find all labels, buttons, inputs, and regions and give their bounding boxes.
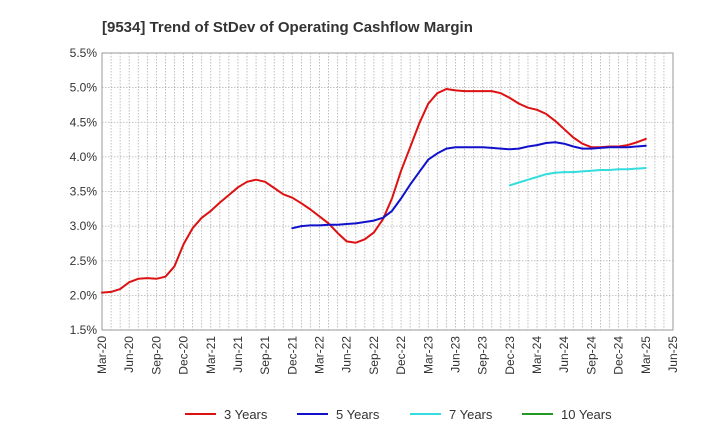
y-tick-label: 3.0% (70, 219, 98, 233)
x-tick-label: Jun-20 (122, 336, 136, 373)
x-tick-label: Sep-23 (476, 336, 490, 375)
x-tick-label: Mar-21 (204, 336, 218, 374)
legend-label: 3 Years (224, 407, 268, 422)
y-tick-label: 5.0% (70, 81, 98, 95)
y-tick-label: 5.5% (70, 46, 98, 60)
x-tick-label: Mar-25 (639, 336, 653, 374)
x-tick-label: Sep-20 (149, 336, 163, 375)
x-tick-label: Dec-20 (177, 336, 191, 375)
grid (101, 52, 674, 331)
axes: 1.5% 2.0% 2.5% 3.0% 3.5% 4.0% 4.5% 5.0% 5.5% Mar-… (70, 46, 680, 375)
y-tick-label: 4.0% (70, 150, 98, 164)
x-tick-label: Sep-21 (258, 336, 272, 375)
x-tick-label: Jun-25 (666, 336, 680, 373)
legend-label: 10 Years (561, 407, 612, 422)
chart-title: [9534] Trend of StDev of Operating Cashf… (102, 19, 473, 36)
x-tick-label: Jun-21 (231, 336, 245, 373)
x-tick-label: Dec-24 (612, 336, 626, 375)
y-tick-label: 1.5% (70, 323, 98, 337)
y-tick-label: 2.5% (70, 254, 98, 268)
series-line-5-years (291, 141, 647, 230)
series-line-3-years (101, 88, 647, 294)
legend-label: 5 Years (336, 407, 380, 422)
x-tick-label: Mar-22 (313, 336, 327, 374)
x-tick-label: Jun-22 (340, 336, 354, 373)
x-tick-label: Mar-24 (530, 336, 544, 374)
legend: 3 Years 5 Years 7 Years 10 Years (185, 407, 612, 422)
x-tick-label: Jun-23 (448, 336, 462, 373)
x-tick-label: Sep-22 (367, 336, 381, 375)
x-tick-label: Dec-23 (503, 336, 517, 375)
x-tick-label: Dec-22 (394, 336, 408, 375)
y-tick-label: 3.5% (70, 185, 98, 199)
x-tick-label: Mar-20 (95, 336, 109, 374)
x-tick-label: Sep-24 (584, 336, 598, 375)
series-lines (101, 88, 647, 294)
series-line-7-years (508, 167, 647, 187)
legend-label: 7 Years (449, 407, 493, 422)
y-tick-label: 4.5% (70, 115, 98, 129)
x-tick-label: Mar-23 (421, 336, 435, 374)
x-tick-label: Jun-24 (557, 336, 571, 373)
y-tick-label: 2.0% (70, 288, 98, 302)
x-tick-label: Dec-21 (285, 336, 299, 375)
